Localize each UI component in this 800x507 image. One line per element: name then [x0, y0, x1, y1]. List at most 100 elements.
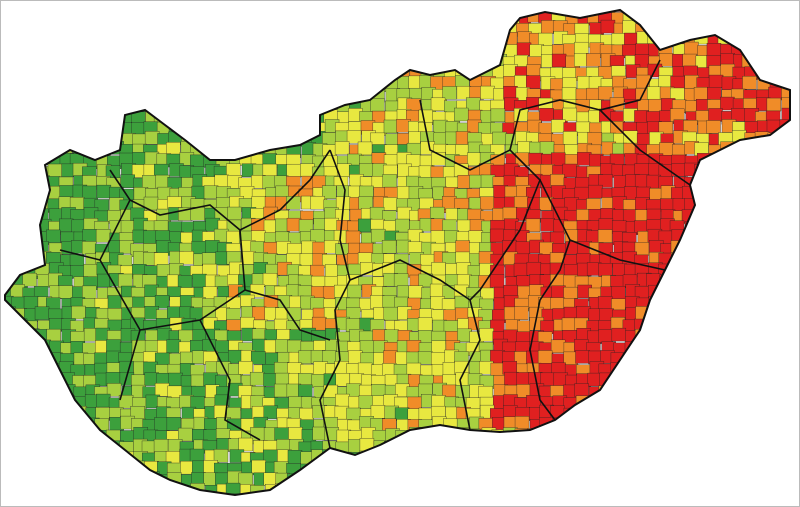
- municipality: [513, 262, 529, 277]
- municipality: [238, 437, 253, 452]
- municipality: [383, 119, 399, 134]
- municipality: [178, 427, 193, 442]
- municipality: [480, 196, 495, 210]
- municipality: [59, 218, 74, 233]
- municipality: [226, 308, 241, 322]
- municipality: [742, 75, 757, 90]
- municipality: [551, 285, 566, 299]
- municipality: [576, 306, 591, 320]
- municipality: [515, 241, 531, 255]
- municipality: [395, 218, 410, 233]
- municipality: [274, 427, 289, 441]
- municipality: [357, 141, 373, 156]
- municipality: [708, 74, 724, 89]
- county-border: [199, 319, 261, 441]
- municipality: [82, 185, 97, 200]
- county-border: [509, 59, 661, 151]
- municipality: [192, 273, 207, 288]
- county-border: [319, 149, 351, 449]
- municipality: [298, 384, 313, 398]
- municipality: [310, 229, 325, 243]
- municipality: [370, 295, 385, 309]
- municipality: [81, 241, 97, 255]
- municipality: [205, 240, 220, 254]
- municipality: [154, 295, 170, 309]
- municipality: [213, 228, 229, 243]
- municipality: [397, 206, 412, 221]
- municipality: [562, 163, 577, 178]
- municipality: [22, 272, 37, 287]
- municipality: [551, 119, 566, 133]
- municipality: [118, 273, 133, 288]
- municipality: [369, 206, 385, 221]
- municipality: [383, 197, 398, 211]
- municipality: [120, 174, 135, 188]
- municipality: [598, 263, 613, 277]
- municipality: [154, 417, 169, 431]
- municipality: [168, 372, 183, 387]
- municipality: [408, 285, 423, 299]
- municipality: [489, 274, 505, 288]
- municipality: [287, 450, 303, 464]
- municipality: [598, 174, 613, 188]
- municipality: [106, 383, 122, 397]
- municipality: [598, 329, 613, 343]
- municipality: [503, 85, 518, 100]
- municipality: [563, 286, 578, 301]
- municipality: [684, 41, 699, 56]
- municipality: [166, 339, 181, 354]
- county-border: [139, 289, 331, 341]
- municipality: [648, 98, 663, 113]
- municipality: [83, 263, 98, 278]
- municipality: [47, 163, 63, 178]
- municipality: [706, 120, 721, 134]
- municipality: [106, 339, 121, 353]
- municipality: [59, 185, 74, 199]
- municipality: [457, 328, 472, 343]
- municipality: [418, 407, 434, 422]
- municipality: [622, 20, 637, 34]
- municipality: [516, 42, 532, 57]
- municipality: [636, 74, 651, 89]
- municipality: [251, 351, 266, 365]
- municipality: [249, 371, 265, 386]
- municipality: [394, 407, 410, 421]
- municipality: [177, 275, 193, 289]
- municipality: [262, 273, 278, 287]
- municipality: [442, 86, 457, 100]
- municipality: [526, 395, 541, 409]
- municipality: [551, 152, 566, 166]
- municipality: [96, 184, 112, 199]
- municipality: [370, 98, 385, 112]
- municipality: [154, 383, 170, 397]
- municipality: [623, 130, 638, 144]
- municipality: [588, 184, 603, 199]
- municipality: [489, 228, 505, 243]
- municipality: [502, 206, 518, 221]
- municipality: [480, 85, 495, 100]
- municipality: [227, 206, 242, 221]
- county-border: [99, 259, 141, 401]
- municipality: [348, 350, 363, 364]
- municipality: [251, 459, 266, 474]
- municipality: [479, 328, 494, 342]
- municipality: [153, 252, 169, 266]
- municipality: [179, 251, 194, 265]
- municipality: [346, 130, 362, 144]
- municipality: [286, 163, 301, 178]
- county-border: [59, 169, 131, 261]
- municipality: [562, 131, 578, 145]
- municipality: [322, 185, 337, 199]
- county-borders: [59, 59, 691, 449]
- municipality: [58, 285, 74, 299]
- municipality: [346, 284, 362, 299]
- municipality: [191, 240, 206, 255]
- municipality: [370, 132, 385, 147]
- municipality: [456, 85, 472, 100]
- municipality: [634, 242, 650, 256]
- county-border: [419, 99, 541, 301]
- municipality: [226, 230, 242, 245]
- municipality: [537, 350, 553, 364]
- municipality: [454, 107, 469, 122]
